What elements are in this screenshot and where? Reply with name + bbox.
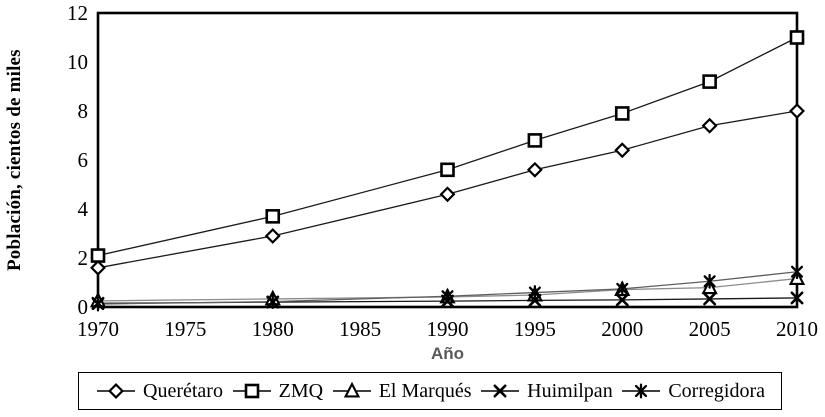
legend-label: Querétaro (143, 379, 223, 402)
y-tick-label: 6 (78, 148, 89, 172)
x-axis-title: Año (430, 344, 465, 363)
y-tick-label: 8 (78, 99, 89, 123)
x-tick-label: 1970 (77, 317, 119, 341)
marker-star-icon (91, 296, 105, 312)
legend-label: Huimilpan (527, 379, 613, 402)
legend-entry-quere-taro: Querétaro (95, 380, 223, 403)
x-tick-label: 1985 (339, 317, 381, 341)
marker-diamond-icon (108, 383, 124, 399)
x-tick-label: 1990 (427, 317, 469, 341)
x-tick-label: 1980 (252, 317, 294, 341)
marker-x-icon (790, 291, 804, 305)
marker-square-icon (527, 133, 543, 148)
marker-square-icon (440, 162, 455, 178)
marker-star-icon (616, 281, 629, 297)
marker-star-icon (528, 285, 541, 300)
x-tick-label: 2005 (689, 317, 731, 341)
marker-x-icon (615, 293, 629, 307)
marker-diamond-icon (789, 103, 805, 119)
legend-marker-square-icon (232, 383, 271, 399)
legend-entry-el-marque-s: El Marqués (331, 379, 472, 403)
series-markers-quere-taro (90, 103, 805, 276)
plot-border (96, 11, 799, 309)
marker-star-icon (790, 264, 804, 280)
marker-diamond-icon (264, 227, 281, 244)
x-tick-label: 1995 (514, 317, 556, 341)
legend-entry-zmq: ZMQ (231, 380, 323, 403)
legend-marker-x-icon (481, 384, 520, 398)
legend-marker-star-icon (622, 383, 661, 399)
marker-square-icon (614, 106, 630, 121)
marker-x-icon (493, 384, 507, 398)
y-tick-label: 12 (67, 1, 88, 25)
marker-triangle-icon (343, 382, 360, 398)
marker-diamond-icon (90, 259, 106, 276)
marker-star-icon (635, 383, 648, 399)
x-tick-label: 1975 (164, 317, 206, 341)
marker-star-icon (266, 294, 279, 310)
legend-entry-huimilpan: Huimilpan (479, 380, 613, 403)
marker-square-icon (789, 30, 805, 45)
marker-diamond-icon (526, 161, 543, 178)
marker-square-icon (90, 248, 106, 263)
y-tick-label: 4 (78, 197, 89, 221)
x-tick-label: 2000 (601, 317, 643, 341)
series-line-zmq (97, 36, 798, 257)
legend-label: ZMQ (278, 379, 324, 402)
legend-marker-triangle-icon (332, 382, 371, 398)
legend: Querétaro ZMQ El Marqués Huimilpan Corregido… (78, 372, 782, 410)
marker-star-icon (703, 273, 716, 289)
y-axis-title: Población, cientos de miles (4, 49, 25, 271)
y-tick-label: 2 (78, 246, 89, 270)
y-tick-label: 0 (78, 295, 89, 319)
marker-diamond-icon (701, 117, 718, 134)
x-tick-label: 2010 (776, 317, 818, 341)
marker-star-icon (441, 288, 454, 304)
marker-diamond-icon (439, 186, 456, 203)
legend-label: Corregidora (668, 379, 765, 402)
marker-square-icon (244, 383, 259, 399)
legend-label: El Marqués (378, 379, 472, 402)
series-markers-zmq (90, 30, 805, 263)
marker-square-icon (702, 74, 717, 89)
y-tick-label: 10 (67, 50, 88, 74)
legend-marker-diamond-icon (97, 383, 135, 399)
series-markers-corregidora (91, 264, 804, 312)
marker-x-icon (703, 292, 717, 306)
marker-square-icon (265, 209, 281, 224)
marker-diamond-icon (614, 142, 631, 159)
plot-area: 0 2 4 6 8 10 12 1970 1975 1980 1985 1990 1995 2000 200… (67, 1, 818, 341)
legend-entry-corregidora: Corregidora (620, 380, 765, 403)
